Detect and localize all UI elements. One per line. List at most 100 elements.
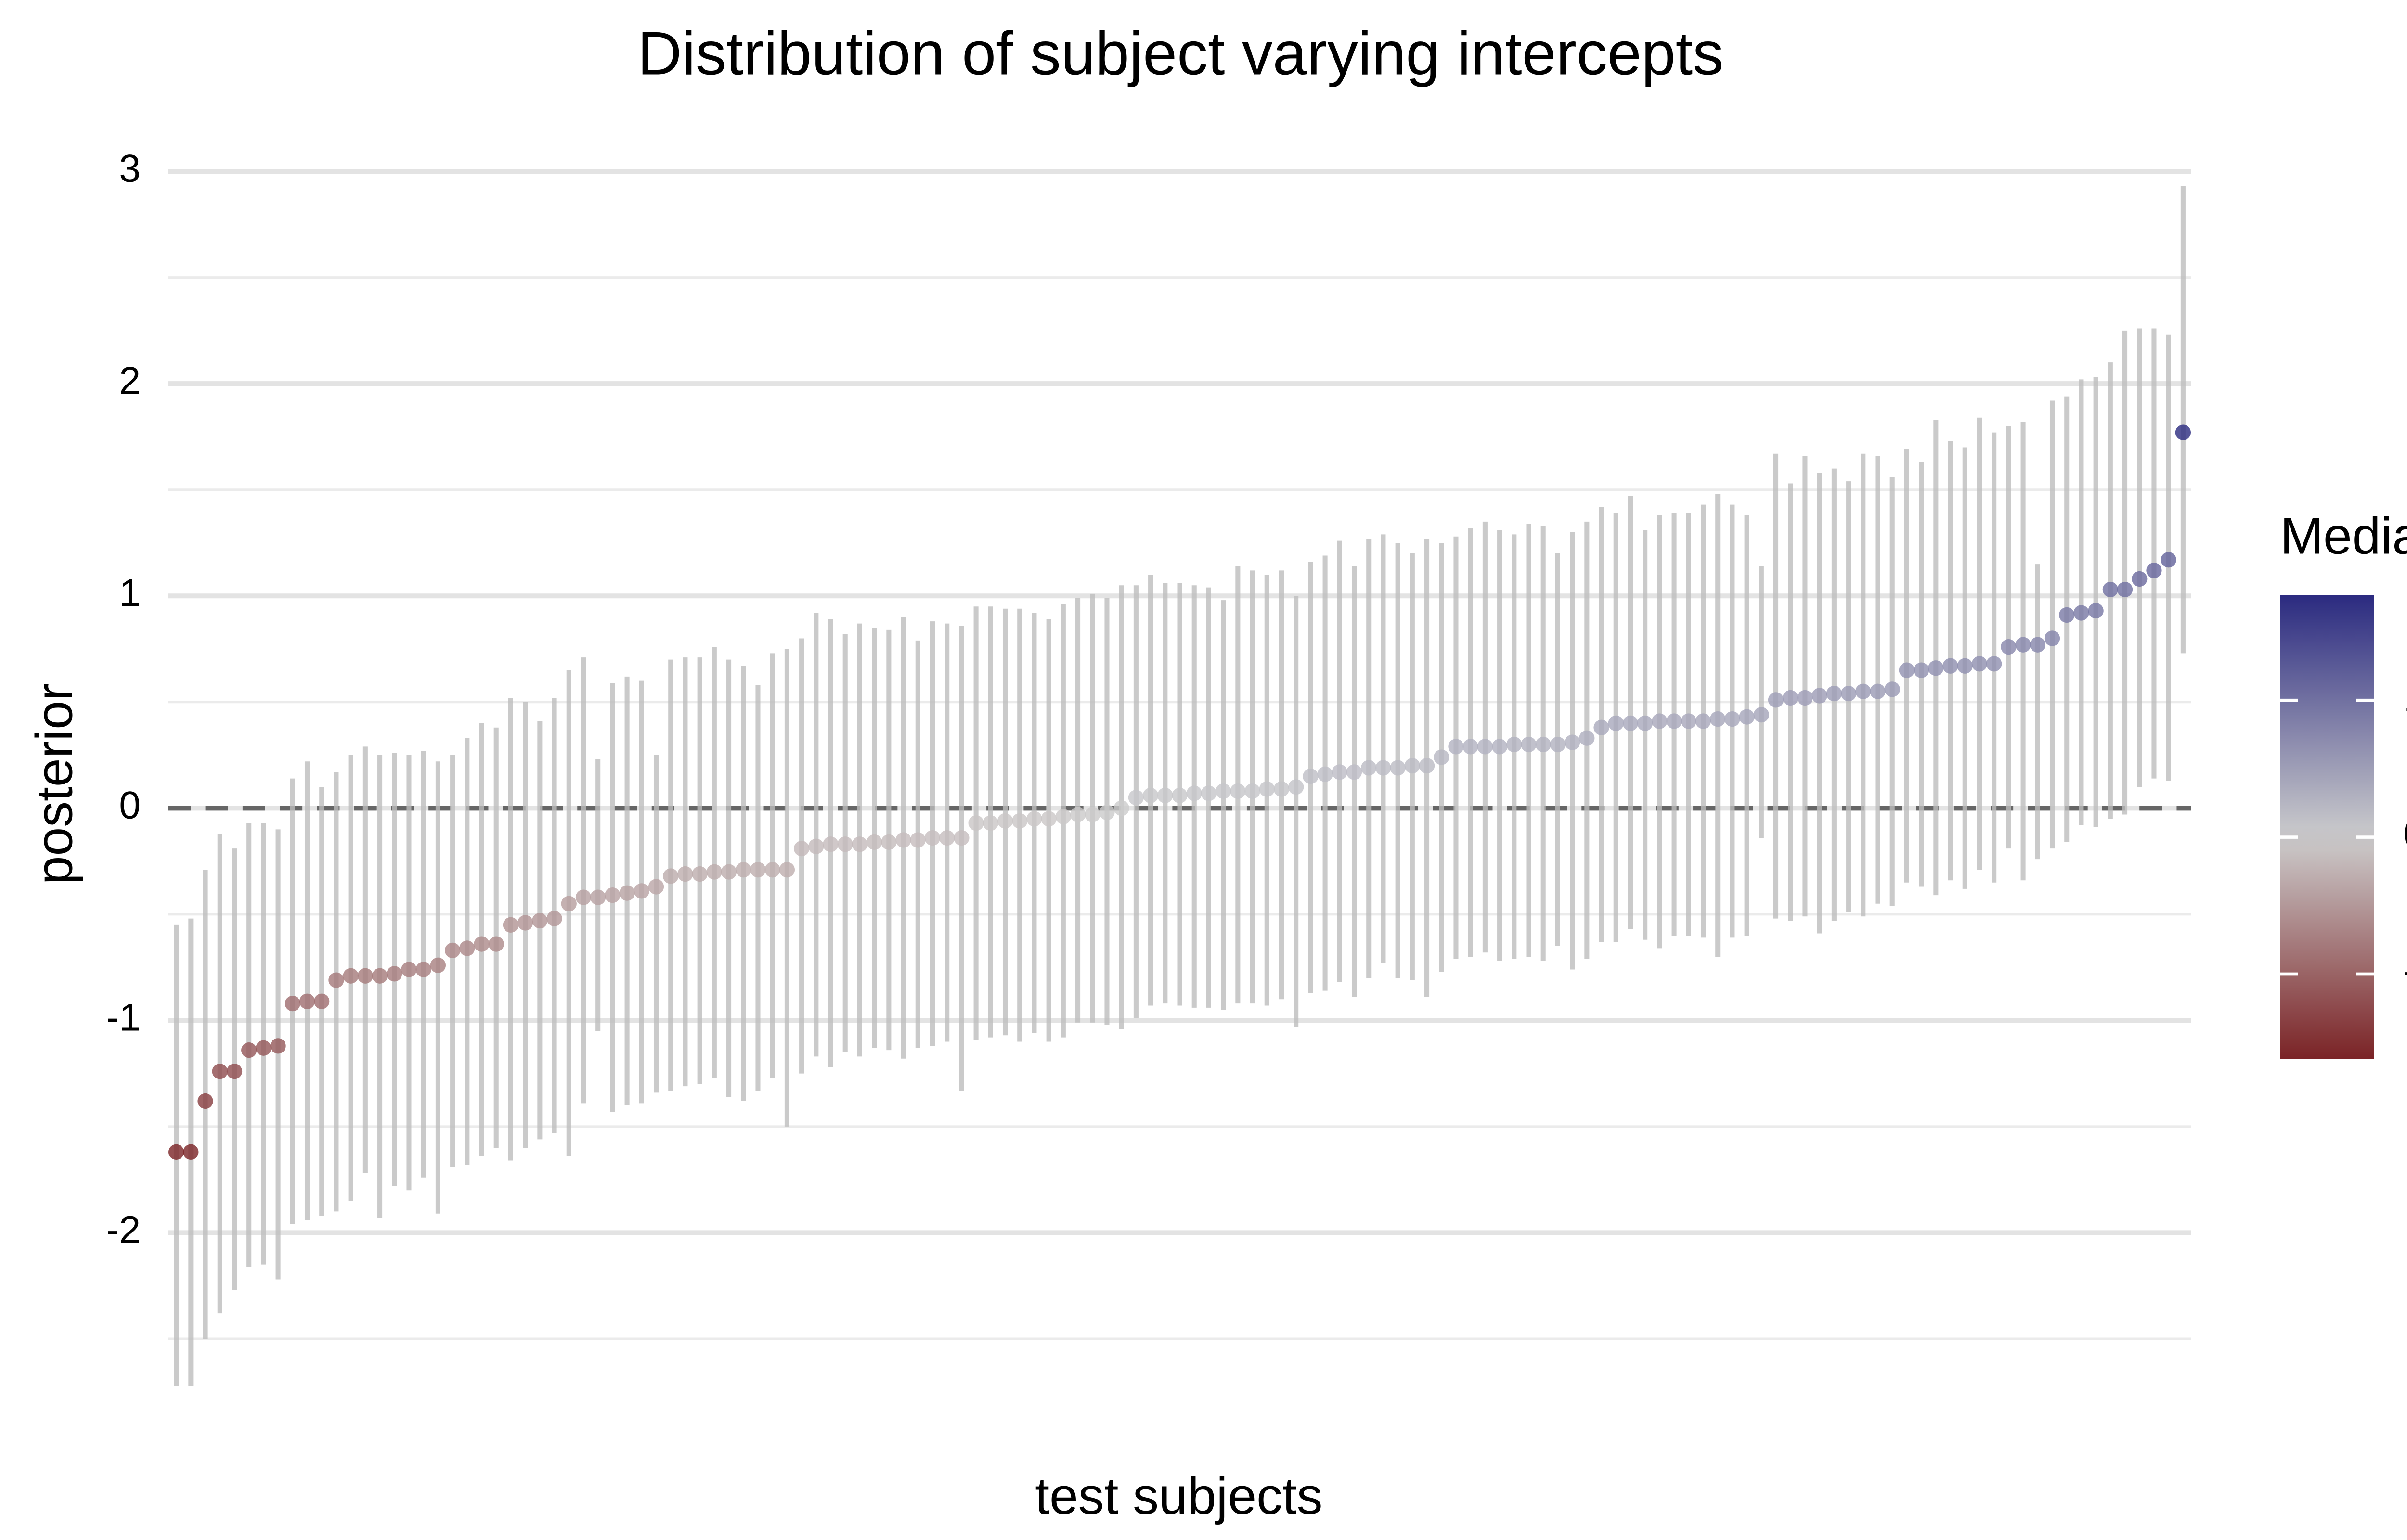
median-point [1550,736,1566,753]
median-point [619,885,635,901]
median-point [1768,692,1784,708]
median-point [503,917,519,933]
median-point [1491,739,1508,755]
median-point [1565,734,1580,750]
median-point [1855,683,1871,699]
median-point [1652,713,1668,729]
median-point [808,838,824,854]
median-point [1259,781,1275,797]
colorbar-tick-label: 1 [2403,673,2407,720]
median-point [663,868,679,884]
median-point [968,815,984,831]
colorbar [2280,595,2374,1059]
median-point [1216,783,1231,799]
median-point [1753,707,1769,723]
median-point [1375,760,1391,776]
median-point [474,936,490,952]
median-point [692,866,708,882]
median-point [1317,766,1333,782]
median-point [1361,760,1377,776]
median-point [183,1144,199,1160]
colorbar-tick-label: 0 [2403,810,2407,858]
median-point [1986,656,2002,672]
median-point [1899,662,1915,678]
median-point [764,862,780,878]
median-point [2161,552,2176,568]
median-point [2102,581,2118,598]
y-tick-label: 3 [119,147,141,190]
median-point [1724,711,1740,727]
median-point [852,836,868,852]
median-point [1870,683,1886,699]
median-point [736,862,751,878]
median-point [2001,639,2017,655]
median-point [1914,662,1929,678]
median-point [1142,787,1159,803]
median-point [750,862,766,878]
median-point [1637,715,1653,732]
median-point [910,832,926,848]
legend-title: Median [2280,507,2407,565]
median-point [314,993,330,1009]
median-point [2175,424,2191,440]
median-point [1739,709,1755,725]
median-point [779,862,795,878]
median-point [328,972,344,988]
median-point [1099,805,1115,821]
median-point [1884,681,1900,697]
median-point [895,832,911,848]
median-point [605,887,621,903]
median-point [954,830,970,846]
median-point [983,815,998,831]
median-point [299,993,315,1009]
median-point [648,879,664,895]
chart-title: Distribution of subject varying intercep… [637,19,1723,88]
median-point [2132,571,2148,587]
median-point [1055,808,1071,825]
median-point [1172,787,1188,803]
median-point [1041,811,1057,827]
median-point [1026,811,1042,827]
median-point [1812,688,1827,704]
median-point [924,830,941,846]
median-point [2030,637,2045,653]
median-point [1710,711,1726,727]
median-point [2073,605,2089,621]
median-point [444,942,461,958]
median-point [1681,713,1696,729]
median-point [343,968,359,984]
median-point [590,889,606,905]
median-point [270,1038,286,1054]
median-point [1186,785,1202,801]
median-point [1521,736,1537,753]
median-point [1404,757,1420,774]
median-point [1695,713,1711,729]
median-point [1085,807,1100,822]
median-point [212,1064,228,1079]
median-point [1535,736,1551,753]
median-point [1622,715,1639,732]
median-point [1128,790,1144,806]
median-point [1971,656,1988,672]
median-point [459,940,475,956]
median-point [997,813,1013,829]
median-point [430,957,446,973]
median-point [357,968,373,984]
median-point [1332,764,1347,780]
median-point [939,830,955,846]
median-point [2117,581,2133,598]
median-point [226,1064,243,1079]
median-point [1434,749,1449,765]
x-axis-label: test subjects [1035,1467,1322,1525]
median-point [197,1093,213,1109]
y-axis-label: posterior [25,683,83,885]
median-point [1113,800,1129,816]
median-point [387,966,402,982]
y-tick-label: 1 [119,572,141,615]
colorbar-tick-label: -1 [2403,947,2407,994]
median-point [1288,779,1304,795]
median-point [1448,739,1464,755]
median-point [2044,630,2060,646]
median-point [372,968,388,984]
